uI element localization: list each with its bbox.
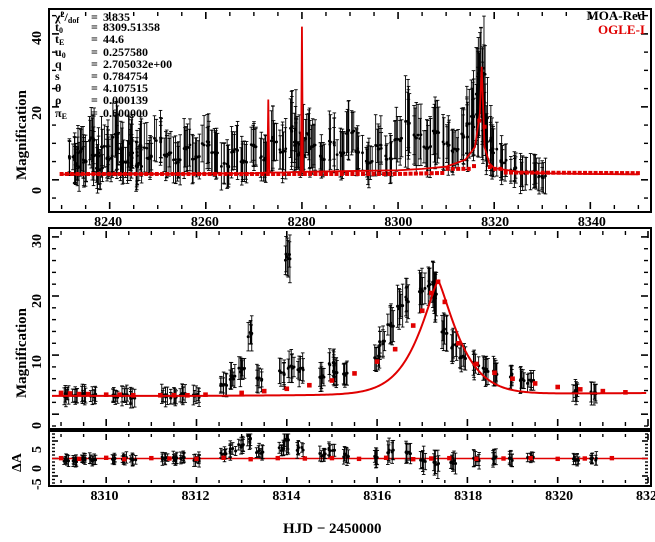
param-row-tE: tE = 44.6	[55, 32, 124, 48]
param-value-u0: 0.257580	[103, 44, 148, 59]
param-row-theta: θ = 4.107515	[55, 81, 148, 96]
param-value-q: 2.705032e+00	[103, 56, 173, 71]
param-row-t0: t0 = 8309.51358	[55, 20, 160, 36]
top-panel-ylabel: Magnification	[14, 90, 30, 180]
bottom-panel-xtick-8312: 8312	[181, 489, 210, 504]
bottom-panel-ytick--5: -5	[30, 478, 45, 491]
bottom-panel-ytick-5: 5	[30, 445, 45, 453]
bottom-panel-xtick-8310: 8310	[90, 489, 119, 504]
param-row-u0: u0 = 0.257580	[55, 44, 148, 60]
bottom-panel-xtick-8318: 8318	[454, 489, 483, 504]
xaxis-title: HJD − 2450000	[283, 521, 382, 537]
legend-entry-ogle-i: OGLE-I	[598, 22, 645, 37]
legend-entry-moa-red: MOA-Red	[586, 8, 646, 23]
top-panel-xtick-8320: 8320	[481, 215, 510, 230]
bottom-panel-ytick-0: 0	[30, 464, 45, 472]
param-value-rho: 0.000139	[103, 93, 148, 108]
param-row-chi2: χ2/dof = 3.835	[55, 10, 130, 25]
top-panel-ytick-40: 40	[30, 31, 45, 46]
bottom-panel-xtick-8320: 8320	[545, 489, 574, 504]
middle-panel-ylabel: Magnification	[14, 308, 30, 398]
parameter-annotation: χ2/dof = 3.835 t0 = 8309.51358 tE = 44.6 u0 = 0.…	[55, 9, 173, 121]
top-panel-xtick-8240: 8240	[94, 215, 123, 230]
middle-panel-ytick-30: 30	[30, 234, 45, 249]
param-row-rho: ρ = 0.000139	[55, 93, 148, 108]
param-value-piE: 0.000000	[103, 105, 148, 120]
param-row-q: q = 2.705032e+00	[55, 56, 173, 71]
param-row-piE: πE = 0.000000	[55, 105, 148, 121]
middle-panel-ytick-10: 10	[30, 354, 45, 369]
top-panel-ytick-20: 20	[30, 105, 45, 120]
param-value-s: 0.784754	[103, 68, 148, 83]
top-panel-xtick-8260: 8260	[190, 215, 219, 230]
middle-panel-canvas	[52, 231, 649, 427]
top-panel-xtick-8340: 8340	[577, 215, 606, 230]
legend: MOA-Red OGLE-I	[587, 9, 646, 37]
top-panel-xtick-8280: 8280	[287, 215, 316, 230]
bottom-panel-canvas	[52, 433, 649, 484]
middle-panel	[48, 227, 652, 430]
top-panel-canvas	[52, 12, 648, 209]
top-panel-xtick-8300: 8300	[384, 215, 413, 230]
param-value-theta: 4.107515	[103, 81, 148, 96]
bottom-panel-xtick-8314: 8314	[272, 489, 301, 504]
param-value-t0: 8309.51358	[103, 20, 160, 35]
param-value-tE: 44.6	[103, 32, 124, 47]
bottom-panel-xtick-8322: 8322	[636, 489, 655, 504]
param-value-chi2: 3.835	[103, 10, 130, 24]
bottom-panel	[48, 430, 652, 487]
middle-panel-ytick-0: 0	[30, 421, 45, 429]
param-row-s: s = 0.784754	[55, 68, 148, 83]
middle-panel-ytick-20: 20	[30, 294, 45, 309]
bottom-panel-ylabel: ΔA	[10, 453, 25, 472]
top-panel	[48, 8, 652, 213]
bottom-panel-xtick-8316: 8316	[363, 489, 392, 504]
top-panel-ytick-0: 0	[30, 187, 45, 195]
